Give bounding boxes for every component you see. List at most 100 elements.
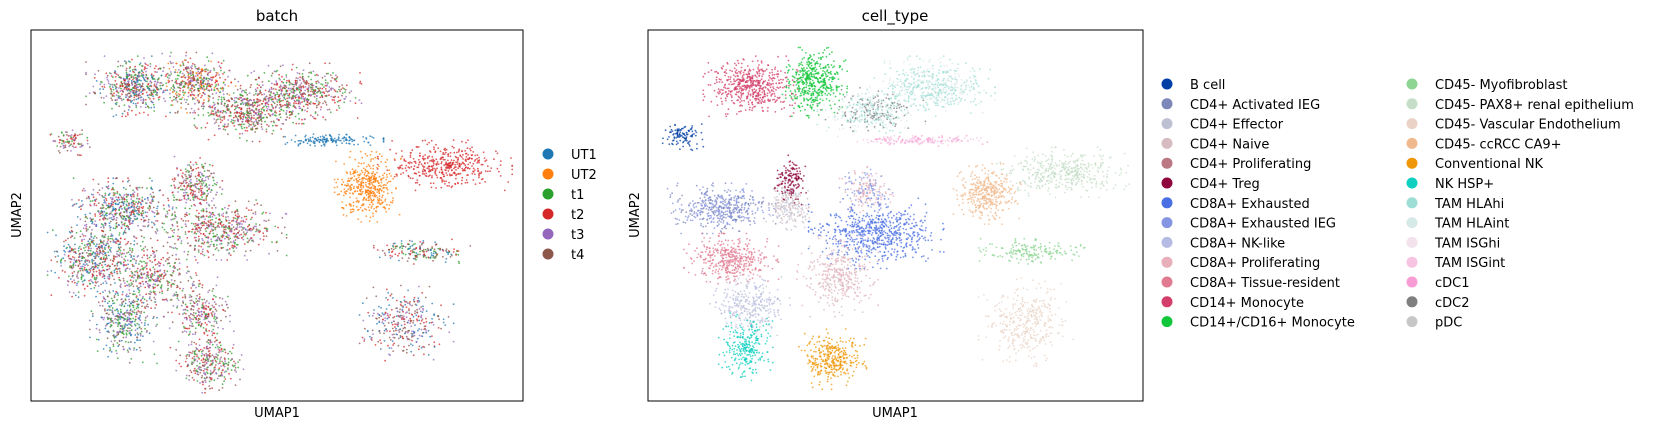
umap-point	[138, 207, 141, 210]
umap-point	[179, 287, 181, 290]
umap-point	[284, 85, 287, 87]
umap-point	[136, 339, 138, 341]
umap-point	[330, 95, 333, 98]
umap-point	[260, 126, 263, 128]
umap-point	[174, 294, 177, 297]
umap-point	[90, 193, 93, 196]
umap-point	[134, 274, 137, 277]
umap-point	[121, 115, 124, 118]
umap-point	[248, 223, 251, 226]
umap-point	[146, 275, 149, 278]
umap-point	[313, 96, 316, 98]
umap-point	[234, 239, 237, 241]
umap-point	[150, 92, 153, 95]
umap-point	[116, 253, 118, 255]
umap-point	[296, 72, 299, 74]
umap-point	[125, 333, 128, 336]
umap-point	[356, 117, 359, 119]
umap-point	[198, 293, 201, 296]
umap-point	[194, 255, 196, 258]
umap-point	[197, 226, 200, 229]
umap-point	[100, 226, 102, 229]
umap-point	[220, 116, 222, 119]
umap-point	[213, 67, 215, 70]
umap-point	[235, 96, 238, 99]
umap-point	[202, 82, 204, 85]
umap-point	[153, 353, 156, 356]
umap-point	[218, 114, 221, 117]
umap-point	[85, 95, 87, 98]
umap-point	[188, 67, 190, 70]
umap-point	[184, 173, 187, 176]
umap-point	[127, 99, 130, 102]
umap-point	[297, 102, 300, 104]
umap-point	[203, 241, 206, 244]
umap-point	[189, 83, 192, 86]
umap-point	[189, 57, 192, 60]
umap-point	[190, 299, 193, 302]
umap-point	[157, 284, 160, 286]
umap-point	[322, 102, 324, 105]
umap-point	[135, 262, 137, 264]
umap-point	[217, 222, 220, 225]
umap-point	[57, 135, 60, 138]
umap-point	[161, 290, 164, 293]
umap-point	[153, 67, 156, 70]
umap-point	[148, 177, 151, 180]
umap-point	[236, 88, 239, 91]
umap-point	[138, 346, 141, 349]
umap-point	[108, 300, 111, 303]
umap-point	[239, 226, 241, 228]
umap-point	[144, 322, 146, 324]
umap-point	[316, 95, 318, 98]
umap-point	[114, 309, 116, 312]
umap-point	[206, 73, 209, 76]
umap-point	[135, 259, 138, 262]
umap-point	[191, 184, 194, 187]
umap-point	[209, 78, 211, 81]
umap-point	[205, 201, 208, 204]
umap-point	[189, 299, 192, 302]
umap-point	[147, 218, 150, 221]
umap-point	[200, 310, 203, 313]
umap-point	[102, 206, 105, 209]
umap-point	[191, 305, 194, 307]
umap-point	[118, 198, 121, 201]
umap-point	[132, 202, 135, 204]
umap-point	[304, 109, 306, 112]
umap-point	[122, 77, 125, 80]
umap-point	[215, 296, 217, 298]
umap-point	[123, 230, 126, 232]
umap-point	[103, 83, 106, 86]
umap-point	[324, 84, 327, 87]
umap-point	[279, 113, 282, 116]
umap-point	[136, 287, 139, 289]
umap-point	[74, 251, 77, 254]
umap-point	[248, 110, 251, 113]
umap-point	[116, 319, 119, 321]
umap-point	[101, 223, 104, 226]
umap-point	[205, 215, 208, 218]
umap-point	[127, 80, 130, 83]
umap-point	[109, 227, 111, 229]
umap-point	[317, 80, 319, 82]
umap-point	[85, 227, 87, 230]
umap-point	[215, 217, 218, 220]
umap-point	[237, 123, 240, 126]
umap-point	[137, 79, 140, 82]
umap-point	[117, 74, 120, 77]
umap-point	[191, 65, 193, 67]
umap-point	[95, 225, 97, 228]
umap-point	[195, 259, 197, 261]
umap-point	[117, 323, 120, 325]
umap-point	[104, 194, 107, 197]
umap-point	[143, 254, 146, 257]
umap-point	[163, 269, 166, 272]
umap-point	[118, 234, 121, 236]
umap-point	[213, 312, 216, 315]
umap-point	[146, 196, 149, 199]
umap-point	[194, 102, 196, 105]
umap-point	[152, 196, 155, 199]
umap-point	[276, 118, 278, 120]
umap-point	[138, 112, 141, 114]
